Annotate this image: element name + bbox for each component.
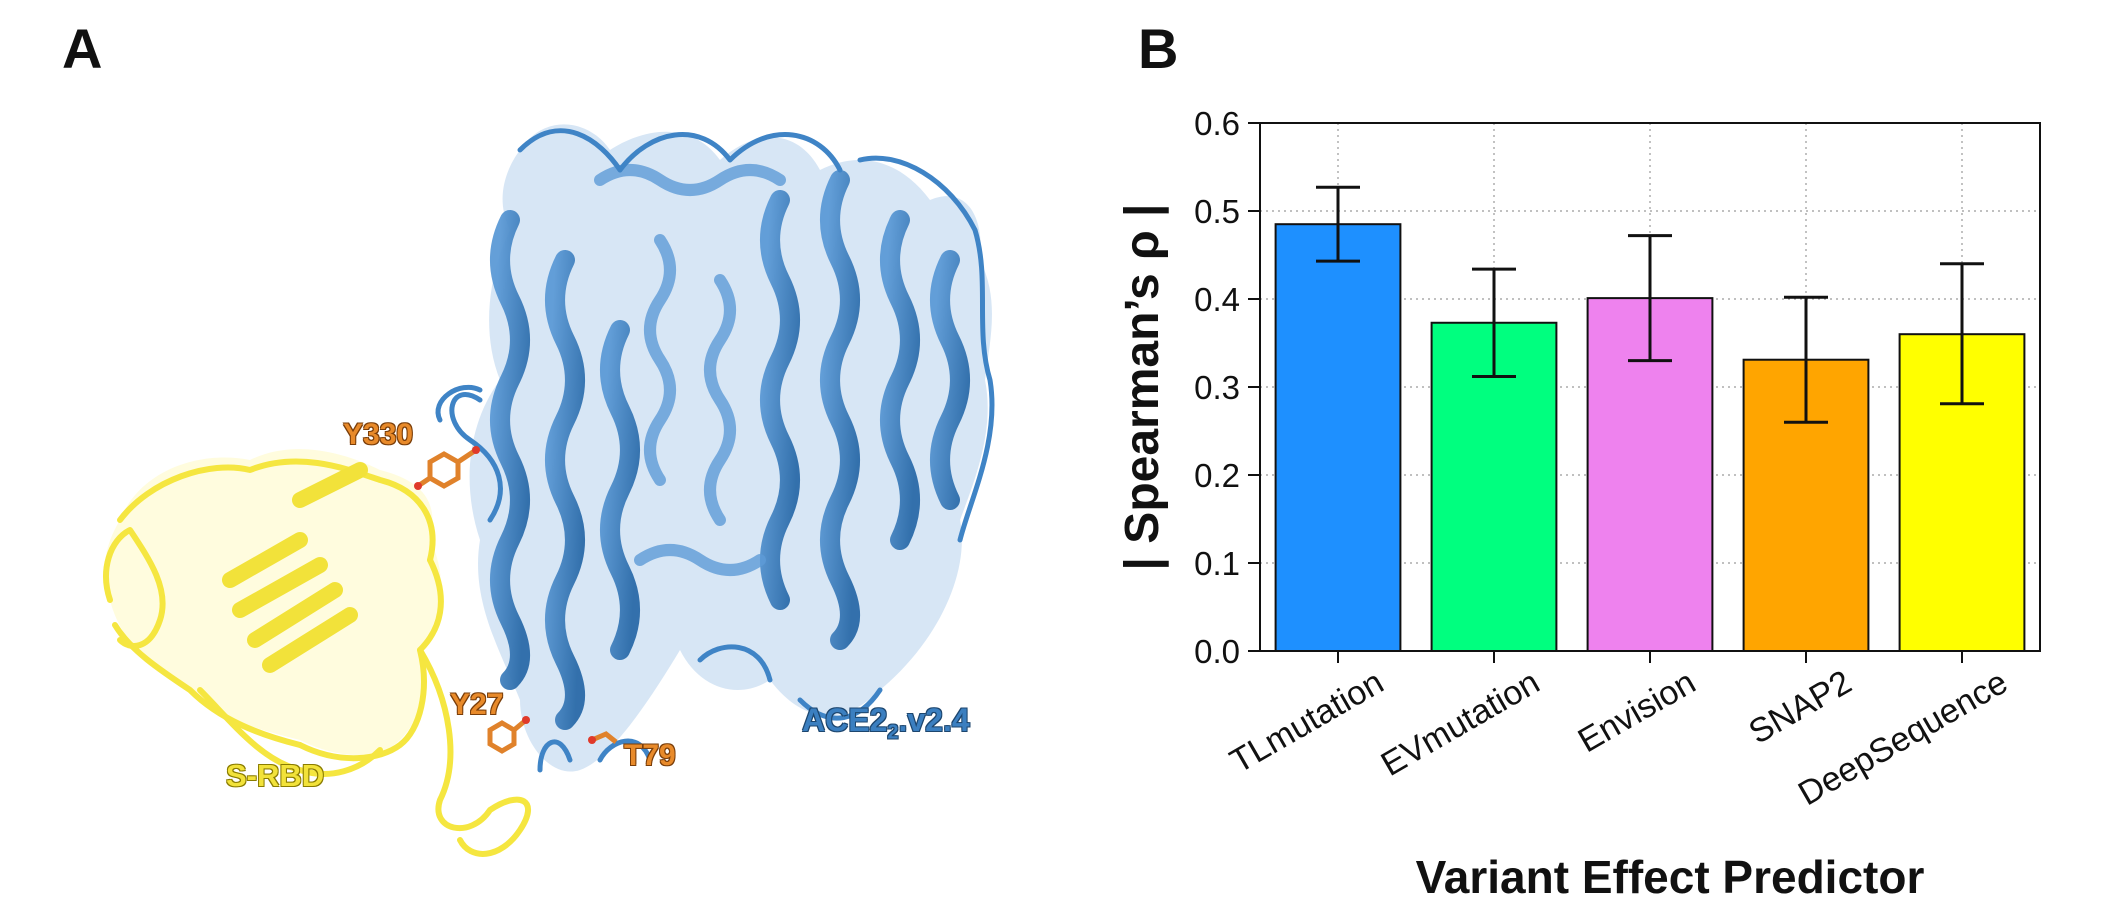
y-tick-label: 0.0: [1194, 633, 1240, 670]
panel-a-structure: A: [62, 17, 995, 857]
label-ace2-suffix: .v2.4: [898, 702, 970, 738]
bar-tlmutation: [1274, 223, 1402, 652]
label-y330: Y330: [343, 418, 414, 451]
y-axis-title: | Spearman’s ρ |: [1116, 204, 1169, 571]
error-bars: [1316, 185, 1984, 424]
protein-structure-image: [103, 124, 995, 857]
label-y27: Y27: [450, 688, 504, 721]
x-tick-label: TLmutation: [1224, 663, 1390, 781]
residue-oxygens: [414, 446, 596, 744]
panel-letter-a: A: [62, 17, 103, 80]
y-tick-label: 0.5: [1194, 193, 1240, 230]
s-rbd-structure: [103, 449, 531, 857]
y-tick-labels: 0.0 0.1 0.2 0.3 0.4 0.5 0.6: [1194, 105, 1240, 670]
x-axis-title: Variant Effect Predictor: [1416, 851, 1925, 903]
y-tick-label: 0.6: [1194, 105, 1240, 142]
label-s-rbd: S-RBD: [226, 758, 325, 793]
axes: [1248, 122, 2041, 663]
plot-frame: [1259, 122, 2041, 652]
y-tick-label: 0.4: [1194, 281, 1240, 318]
y-tick-label: 0.1: [1194, 545, 1240, 582]
y-tick-label: 0.3: [1194, 369, 1240, 406]
label-t79: T79: [624, 739, 676, 772]
y-tick-label: 0.2: [1194, 457, 1240, 494]
panel-b-chart: B 0.0 0.1 0.2 0.3 0.4 0.5 0.6 TLmutation EVmuta…: [1100, 0, 2101, 919]
label-ace2-v2-4: ACE22.v2.4: [802, 702, 970, 744]
x-tick-label: Envision: [1572, 663, 1702, 760]
label-ace2-main: ACE2: [802, 702, 888, 738]
x-tick-label: SNAP2: [1742, 663, 1858, 752]
label-ace2-subscript: 2: [887, 721, 899, 744]
x-tick-label: EVmutation: [1375, 663, 1546, 784]
ace2-structure: [435, 124, 995, 773]
bar-chart: 0.0 0.1 0.2 0.3 0.4 0.5 0.6 TLmutationEVmutati…: [1116, 105, 2041, 903]
panel-letter-b: B: [1138, 17, 1179, 80]
